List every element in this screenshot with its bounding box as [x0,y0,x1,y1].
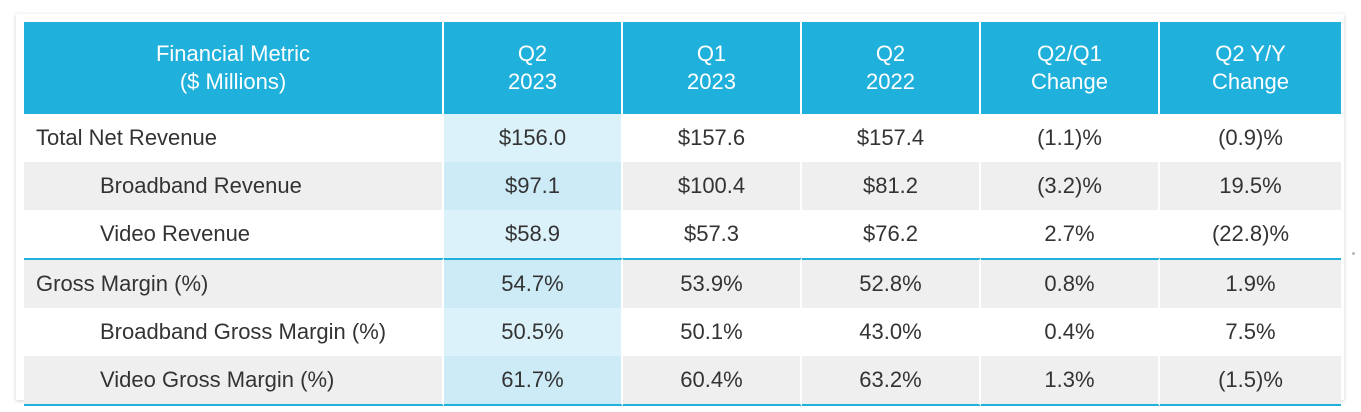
financial-table-panel: Financial Metric ($ Millions) Q2 2023 Q1… [16,14,1344,406]
table-cell: 0.4% [981,308,1160,356]
table-cell: $81.2 [802,162,981,210]
header-line: ($ Millions) [179,69,287,94]
header-q1-2023: Q1 2023 [623,22,802,114]
table-row: Gross Margin (%) 54.7% 53.9% 52.8% 0.8% … [24,258,1341,308]
table-cell: 19.5% [1160,162,1341,210]
header-line: Q1 [696,41,727,66]
table-cell: (0.9)% [1218,125,1283,150]
table-cell: 7.5% [1225,319,1276,344]
header-q2-2023: Q2 2023 [444,22,623,114]
table-cell: 1.3% [981,356,1160,406]
header-line: Change [1030,69,1109,94]
header-q2-2022: Q2 2022 [802,22,981,114]
header-line: Q2 Y/Y [1215,41,1286,66]
header-line: 2022 [866,69,915,94]
header-line: Q2/Q1 [1037,41,1102,66]
row-label: Broadband Revenue [24,162,444,210]
table-row: Video Revenue $58.9 $57.3 $76.2 2.7% (22… [24,210,1341,258]
header-line: Q2 [875,41,906,66]
table-cell: (1.1)% [981,114,1160,162]
table-cell: $157.6 [623,114,802,162]
table-cell: 52.8% [802,258,981,308]
table-cell: (1.5)% [1160,356,1341,406]
header-q2-q1-change: Q2/Q1 Change [981,22,1160,114]
header-financial-metric: Financial Metric ($ Millions) [24,22,444,114]
table-cell: 50.1% [623,308,802,356]
header-line: 2023 [687,69,736,94]
table-row: Broadband Revenue $97.1 $100.4 $81.2 (3.… [24,162,1341,210]
table-cell: 61.7% [444,356,623,406]
table-cell: $76.2 [802,210,981,258]
table-cell: 0.8% [981,258,1160,308]
table-cell: $97.1 [444,162,623,210]
financial-metrics-table: Financial Metric ($ Millions) Q2 2023 Q1… [24,22,1341,406]
row-label: Video Gross Margin (%) [24,356,444,406]
row-label: Video Revenue [24,210,444,258]
row-label: Gross Margin (%) [24,258,444,308]
table-cell: $100.4 [623,162,802,210]
table-cell: 63.2% [802,356,981,406]
edge-dot [1352,252,1355,255]
table-cell: $58.9 [444,210,623,258]
table-cell: 54.7% [444,258,623,308]
header-line: 2023 [508,69,557,94]
header-line: Financial Metric [155,41,311,66]
header-q2-yy-change: Q2 Y/Y Change [1160,22,1341,114]
header-line: Change [1211,69,1290,94]
table-row: Video Gross Margin (%) 61.7% 60.4% 63.2%… [24,356,1341,406]
table-cell: 50.5% [444,308,623,356]
table-cell: (3.2)% [981,162,1160,210]
table-cell: 1.9% [1160,258,1341,308]
table-cell: $57.3 [623,210,802,258]
table-cell: 43.0% [802,308,981,356]
table-cell: 2.7% [981,210,1160,258]
table-cell: 60.4% [623,356,802,406]
header-line: Q2 [517,41,548,66]
table-cell: (22.8)% [1211,221,1290,246]
table-row: Total Net Revenue $156.0 $157.6 $157.4 (… [24,114,1341,162]
table-cell: 53.9% [623,258,802,308]
table-cell: $157.4 [802,114,981,162]
table-cell: $156.0 [444,114,623,162]
header-row: Financial Metric ($ Millions) Q2 2023 Q1… [24,22,1341,114]
row-label: Broadband Gross Margin (%) [24,308,444,356]
table-row: Broadband Gross Margin (%) 50.5% 50.1% 4… [24,308,1341,356]
row-label: Total Net Revenue [24,114,444,162]
